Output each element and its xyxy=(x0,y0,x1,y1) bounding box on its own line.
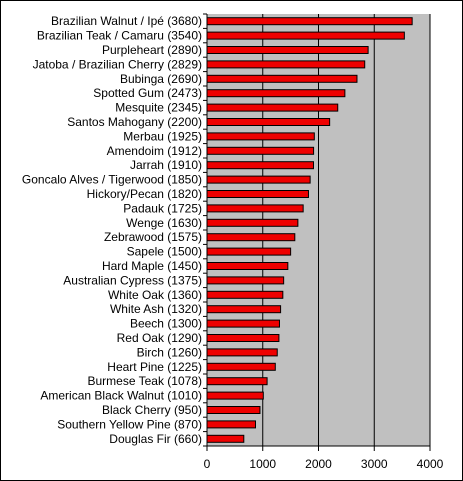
bar xyxy=(206,233,296,242)
category-label: Wenge (1630) xyxy=(126,216,202,230)
bar xyxy=(206,46,369,54)
bar xyxy=(206,247,292,256)
bar xyxy=(206,319,280,328)
category-label: Black Cherry (950) xyxy=(102,403,202,417)
bar xyxy=(206,262,289,270)
bar xyxy=(206,391,264,400)
category-label: Spotted Gum (2473) xyxy=(93,86,202,100)
bar xyxy=(206,305,282,314)
category-label: Amendoim (1912) xyxy=(107,144,202,158)
bar xyxy=(206,377,268,386)
bar xyxy=(206,146,315,155)
category-label: Heart Pine (1225) xyxy=(107,360,202,374)
category-label: Douglas Fir (660) xyxy=(109,432,202,446)
category-label: Brazilian Walnut / Ipé (3680) xyxy=(51,14,202,28)
bar xyxy=(206,348,278,357)
category-label: Southern Yellow Pine (870) xyxy=(57,417,202,431)
x-tick-label: 1000 xyxy=(249,457,276,471)
bar xyxy=(206,118,331,126)
category-label: Goncalo Alves / Tigerwood (1850) xyxy=(22,173,202,187)
category-label: Hard Maple (1450) xyxy=(102,259,202,273)
category-label: Jarrah (1910) xyxy=(130,158,202,172)
category-label: Australian Cypress (1375) xyxy=(63,273,202,287)
bar xyxy=(206,362,276,371)
category-label: Birch (1260) xyxy=(137,345,202,359)
category-label: Jatoba / Brazilian Cherry (2829) xyxy=(33,57,202,71)
category-label: Burmese Teak (1078) xyxy=(87,374,202,388)
bar xyxy=(206,276,285,285)
x-tick-label: 2000 xyxy=(305,457,332,471)
bar xyxy=(206,74,358,83)
bar xyxy=(206,60,366,69)
category-label: White Oak (1360) xyxy=(108,288,202,302)
bar xyxy=(206,218,299,227)
bar xyxy=(206,17,413,26)
bar xyxy=(206,334,280,342)
bar xyxy=(206,175,311,184)
category-label: Mesquite (2345) xyxy=(115,101,202,115)
category-label: Merbau (1925) xyxy=(123,129,202,143)
category-label: Sapele (1500) xyxy=(127,245,202,259)
bar xyxy=(206,204,304,213)
bar xyxy=(206,434,245,443)
bar xyxy=(206,190,309,198)
x-tick-label: 0 xyxy=(204,457,211,471)
category-label: Purpleheart (2890) xyxy=(102,43,202,57)
bar xyxy=(206,132,315,141)
category-label: Brazilian Teak / Camaru (3540) xyxy=(37,29,202,43)
bar xyxy=(206,103,339,112)
x-tick-label: 3000 xyxy=(361,457,388,471)
category-label: Bubinga (2690) xyxy=(120,72,202,86)
category-label: Red Oak (1290) xyxy=(117,331,202,345)
bar xyxy=(206,161,314,170)
bar xyxy=(206,420,257,429)
category-label: Padauk (1725) xyxy=(123,201,202,215)
category-label: Santos Mahogany (2200) xyxy=(67,115,202,129)
bar xyxy=(206,89,346,98)
category-label: White Ash (1320) xyxy=(110,302,202,316)
bar xyxy=(206,406,261,414)
category-label: Hickory/Pecan (1820) xyxy=(87,187,202,201)
category-label: Zebrawood (1575) xyxy=(104,230,202,244)
bar xyxy=(206,290,284,299)
category-label: Beech (1300) xyxy=(130,317,202,331)
category-label: American Black Walnut (1010) xyxy=(40,389,202,403)
x-tick-label: 4000 xyxy=(417,457,444,471)
bar xyxy=(206,31,405,40)
